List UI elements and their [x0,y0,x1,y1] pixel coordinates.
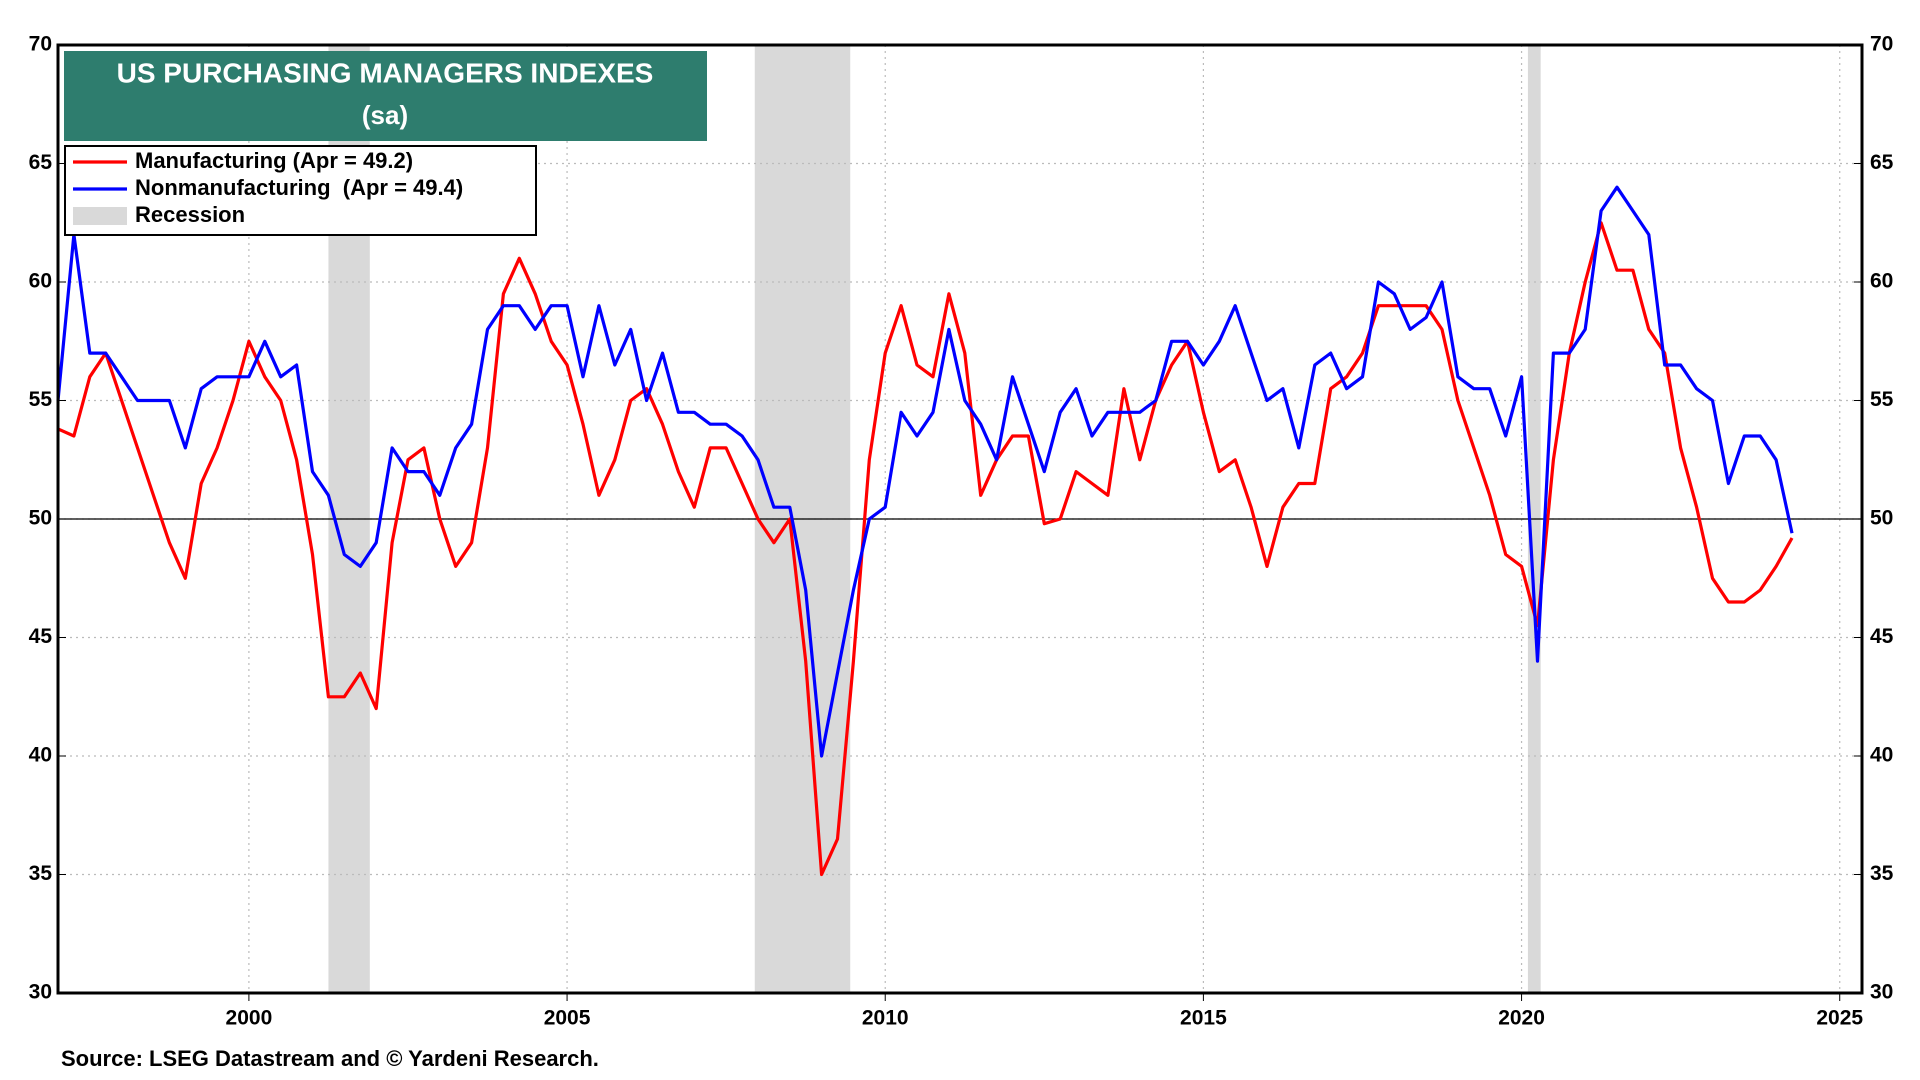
y2-tick-label: 65 [1870,151,1894,174]
y-tick-label: 35 [29,862,53,885]
y2-tick-label: 30 [1870,981,1893,1004]
y2-tick-label: 60 [1870,270,1893,293]
series-line [56,185,1794,758]
y-tick-label: 45 [29,625,53,648]
legend-label: Nonmanufacturing (Apr = 49.4) [135,175,463,200]
x-tick-label: 2000 [226,1007,273,1030]
title-box [64,51,707,141]
legend-label: Recession [135,202,245,227]
legend-swatch [73,207,127,225]
y-tick-label: 60 [29,270,52,293]
y2-tick-label: 50 [1870,507,1893,530]
chart-title: US PURCHASING MANAGERS INDEXES [117,57,654,88]
y2-tick-label: 55 [1870,388,1894,411]
plot-frame [56,43,1864,995]
series-line [57,221,1794,877]
x-tick-label: 2020 [1498,1007,1545,1030]
y-tick-label: 30 [29,981,52,1004]
y2-tick-label: 40 [1870,744,1893,767]
x-tick-label: 2025 [1816,1007,1863,1030]
x-tick-label: 2005 [544,1007,591,1030]
y-tick-label: 50 [29,507,52,530]
y-tick-label: 65 [29,151,53,174]
legend-box [64,145,537,236]
y-tick-label: 55 [29,388,53,411]
x-tick-label: 2015 [1180,1007,1227,1030]
y2-tick-label: 35 [1870,862,1894,885]
legend-label: Manufacturing (Apr = 49.2) [135,148,413,173]
y2-tick-label: 45 [1870,625,1894,648]
legend: Manufacturing (Apr = 49.2)Nonmanufacturi… [64,145,537,236]
chart-subtitle: (sa) [362,100,408,130]
y-tick-label: 40 [29,744,52,767]
x-tick-label: 2010 [862,1007,909,1030]
y-tick-label: 70 [29,33,52,56]
source: Source: LSEG Datastream and © Yardeni Re… [61,1046,599,1071]
y2-tick-label: 70 [1870,33,1893,56]
